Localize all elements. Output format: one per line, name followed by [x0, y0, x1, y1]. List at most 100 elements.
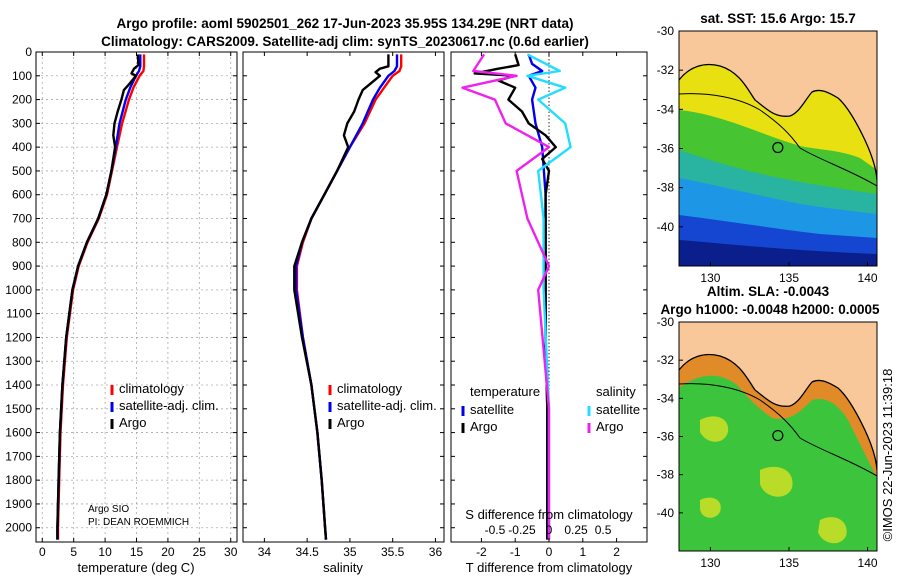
salinity-xtick-label-4: 36: [429, 545, 443, 559]
difference-xtick-label-4: 2: [613, 545, 620, 559]
depth-tick-label-6: 600: [12, 188, 32, 202]
sst-map-xtick-label-1: 135: [779, 271, 799, 285]
salinity-xtick-label-1: 34.5: [295, 545, 319, 559]
depth-tick-label-11: 1100: [6, 307, 32, 321]
depth-tick-label-12: 1200: [5, 330, 32, 344]
temperature-legend-label-1: satellite-adj. clim.: [119, 398, 219, 413]
temperature-xtick-label-3: 15: [130, 545, 144, 559]
difference-legend-label-1: Argo: [470, 419, 497, 434]
sla-map-axes: 130 135 140 -30 -32 -34 -36 -38 -40: [657, 315, 878, 570]
salinity-series-2: [293, 54, 390, 540]
difference-legend: temperature salinity satellite Argo satellit…: [461, 384, 640, 434]
sst-map-title: sat. SST: 15.6 Argo: 15.7: [700, 11, 856, 26]
s-diff-tick-label-1: -0.25: [508, 523, 536, 537]
depth-tick-label-16: 1600: [5, 426, 32, 440]
depth-tick-label-2: 200: [12, 93, 32, 107]
salinity-axes: 34 34.5 35 35.5 36: [243, 51, 444, 559]
sla-coastline: [679, 353, 877, 471]
temperature-xtick-label-5: 25: [193, 545, 207, 559]
figure-title-line1: Argo profile: aoml 5902501_262 17-Jun-20…: [117, 16, 574, 31]
sst-map-ytick-label-5: -40: [657, 220, 675, 234]
salinity-panel: 34 34.5 35 35.5 36 salinity climatology satel…: [242, 51, 445, 575]
sst-map-ytick-label-4: -38: [657, 181, 675, 195]
temperature-xtick-label-0: 0: [39, 545, 46, 559]
depth-tick-label-4: 400: [12, 140, 32, 154]
sst-map-axes: 130 135 140 -30 -32 -34 -36 -38 -40: [657, 24, 878, 285]
depth-tick-label-3: 300: [12, 116, 32, 130]
depth-tick-label-10: 1000: [5, 283, 32, 297]
pi-line2: PI: DEAN ROEMMICH: [88, 517, 189, 528]
difference-profiles: [461, 53, 572, 540]
depth-tick-label-18: 1800: [5, 473, 32, 487]
depth-tick-label-17: 1700: [5, 449, 32, 463]
sla-map-xtick-label-0: 130: [700, 556, 720, 570]
depth-tick-label-5: 500: [12, 164, 32, 178]
temperature-series-2: [56, 54, 140, 540]
difference-xtick-label-3: 1: [579, 545, 586, 559]
sst-shelf-line: [679, 93, 877, 187]
temperature-panel: 0100200300400500600700800900100011001200…: [5, 45, 237, 575]
s-diff-tick-label-4: 0.5: [595, 523, 612, 537]
temperature-axes: 0100200300400500600700800900100011001200…: [5, 45, 237, 559]
sla-map-ytick-label-1: -32: [657, 353, 675, 367]
salinity-profiles: [293, 54, 403, 540]
difference-legend-label-0: satellite: [470, 402, 514, 417]
pi-line1: Argo SIO: [88, 504, 129, 515]
difference-xtick-label-1: -1: [510, 545, 521, 559]
salinity-frame: [242, 51, 445, 543]
sla-map-ytick-label-0: -30: [657, 315, 675, 329]
sst-map-ytick-label-0: -30: [657, 24, 675, 38]
difference-legend-label-2: satellite: [596, 402, 640, 417]
sla-map-ytick-label-4: -38: [657, 468, 675, 482]
temperature-legend: climatology satellite-adj. clim. Argo: [110, 381, 219, 430]
sst-map-panel: sat. SST: 15.6 Argo: 15.7 130 135 140 -30 -3…: [657, 11, 878, 285]
s-diff-tick-label-3: 0.25: [564, 523, 588, 537]
salinity-xtick-label-2: 35: [343, 545, 357, 559]
depth-tick-label-7: 700: [12, 212, 32, 226]
temperature-xtick-label-2: 10: [98, 545, 112, 559]
sla-map-title-line1: Altim. SLA: -0.0043: [707, 284, 830, 299]
temperature-legend-label-0: climatology: [119, 381, 185, 396]
imos-credit: ©IMOS 22-Jun-2023 11:39:18: [880, 369, 895, 542]
salinity-series-0: [295, 54, 403, 540]
sst-map-ytick-label-3: -36: [657, 142, 675, 156]
depth-tick-label-0: 0: [25, 45, 32, 59]
sst-map-xtick-label-0: 130: [700, 271, 720, 285]
temperature-xtick-label-4: 20: [161, 545, 175, 559]
depth-tick-label-20: 2000: [5, 521, 32, 535]
salinity-xlabel: salinity: [323, 560, 363, 575]
sst-band-navy: [679, 240, 877, 266]
difference-legend-label-3: Argo: [596, 419, 623, 434]
difference-xtick-label-2: 0: [546, 545, 553, 559]
sst-map-ytick-label-2: -34: [657, 102, 675, 116]
difference-series-2: [526, 53, 572, 540]
difference-xtick-label-0: -2: [476, 545, 487, 559]
temperature-series-1: [56, 54, 142, 540]
t-difference-xlabel: T difference from climatology: [466, 560, 633, 575]
salinity-xtick-label-0: 34: [258, 545, 272, 559]
sla-eddies: [700, 416, 847, 544]
sst-coastline: [679, 63, 877, 181]
sla-argo-location: [772, 429, 784, 442]
depth-tick-label-14: 1400: [5, 378, 32, 392]
depth-tick-label-9: 900: [12, 259, 32, 273]
salinity-legend-label-0: climatology: [337, 381, 403, 396]
sla-map-ytick-label-2: -34: [657, 391, 675, 405]
sla-map-ytick-label-3: -36: [657, 430, 675, 444]
sst-argo-location: [772, 141, 784, 154]
sst-map-ytick-label-1: -32: [657, 63, 675, 77]
sla-map-xtick-label-2: 140: [858, 556, 878, 570]
salinity-legend: climatology satellite-adj. clim. Argo: [328, 381, 437, 430]
temperature-xlabel: temperature (deg C): [77, 560, 194, 575]
depth-tick-label-8: 800: [12, 235, 32, 249]
sla-map-ytick-label-5: -40: [657, 506, 675, 520]
depth-tick-label-15: 1500: [5, 402, 32, 416]
figure-title-line2: Climatology: CARS2009. Satellite-adj cli…: [101, 34, 589, 49]
difference-axes: -2 -1 0 1 2 -0.5 -0.25 0 0.25 0.5: [451, 51, 647, 559]
s-diff-tick-label-2: 0: [546, 523, 553, 537]
depth-tick-label-19: 1900: [5, 497, 32, 511]
difference-panel: -2 -1 0 1 2 -0.5 -0.25 0 0.25 0.5 T difference fr…: [450, 51, 648, 575]
legend-heading-salinity: salinity: [596, 384, 636, 399]
temperature-xtick-label-1: 5: [70, 545, 77, 559]
